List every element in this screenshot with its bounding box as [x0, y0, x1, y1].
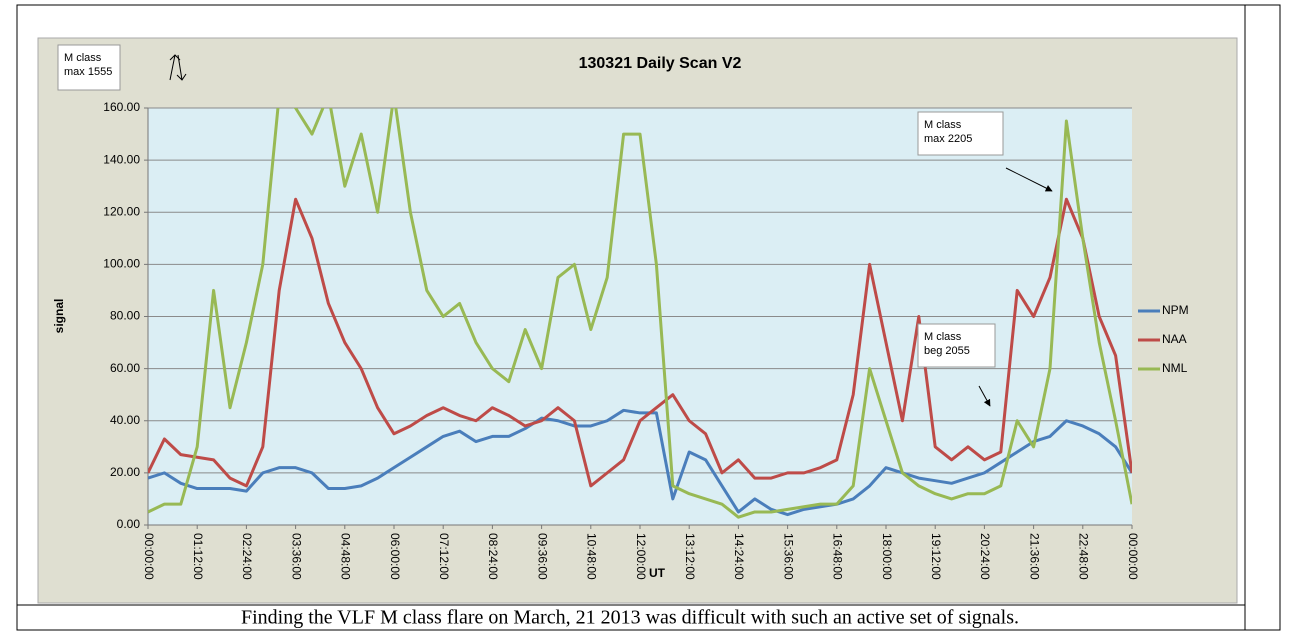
- x-tick-label: 15:36:00: [781, 533, 795, 580]
- annotation-text: M class: [64, 52, 102, 64]
- x-tick-label: 03:36:00: [289, 533, 303, 580]
- y-tick-label: 120.00: [103, 204, 140, 218]
- x-tick-label: 09:36:00: [535, 533, 549, 580]
- x-tick-label: 18:00:00: [880, 533, 894, 580]
- series-line: [148, 197, 1132, 488]
- x-axis-label: UT: [649, 566, 666, 580]
- x-tick-label: 12:00:00: [634, 533, 648, 580]
- x-tick-label: 22:48:00: [1077, 533, 1091, 580]
- annotation-box: [917, 111, 1004, 156]
- y-tick-label: 160.00: [103, 100, 140, 114]
- annotation-text: beg 2055: [924, 345, 970, 357]
- legend-label: NPM: [1162, 303, 1189, 317]
- x-tick-label: 00:00:00: [1126, 533, 1140, 580]
- x-tick-label: 16:48:00: [831, 533, 845, 580]
- x-tick-label: 07:12:00: [437, 533, 451, 580]
- x-tick-label: 10:48:00: [585, 533, 599, 580]
- y-axis-label: signal: [52, 299, 66, 334]
- annotation-box: [917, 323, 996, 368]
- y-tick-label: 0.00: [117, 517, 141, 531]
- annotation-text: M class: [924, 119, 962, 131]
- y-tick-label: 60.00: [110, 361, 140, 375]
- caption: Finding the VLF M class flare on March, …: [241, 607, 1019, 629]
- series-group: [148, 108, 1132, 519]
- annotation-text: M class: [924, 331, 962, 343]
- series-line: [148, 108, 1132, 519]
- y-tick-label: 80.00: [110, 309, 140, 323]
- annotation-text: max 1555: [64, 66, 112, 78]
- legend-label: NML: [1162, 361, 1188, 375]
- annotation-text: max 2205: [924, 133, 972, 145]
- annotation-box: [57, 44, 121, 91]
- annotation-arrow: [1005, 167, 1053, 192]
- y-tick-label: 140.00: [103, 152, 140, 166]
- x-tick-label: 00:00:00: [142, 533, 156, 580]
- y-tick-label: 40.00: [110, 413, 140, 427]
- x-tick-label: 21:36:00: [1027, 533, 1041, 580]
- series-line: [148, 408, 1132, 517]
- x-tick-label: 06:00:00: [388, 533, 402, 580]
- resize-icon: [169, 54, 187, 81]
- chart-title: 130321 Daily Scan V2: [579, 55, 742, 72]
- legend-label: NAA: [1162, 332, 1187, 346]
- annotation-arrow: [978, 385, 991, 407]
- x-tick-label: 20:24:00: [978, 533, 992, 580]
- y-tick-label: 20.00: [110, 465, 140, 479]
- y-tick-label: 100.00: [103, 257, 140, 271]
- cell-border: [16, 4, 1281, 631]
- x-tick-label: 19:12:00: [929, 533, 943, 580]
- x-tick-label: 02:24:00: [240, 533, 254, 580]
- x-tick-label: 04:48:00: [339, 533, 353, 580]
- x-tick-label: 01:12:00: [191, 533, 205, 580]
- x-tick-label: 08:24:00: [486, 533, 500, 580]
- x-tick-label: 14:24:00: [732, 533, 746, 580]
- x-tick-label: 13:12:00: [683, 533, 697, 580]
